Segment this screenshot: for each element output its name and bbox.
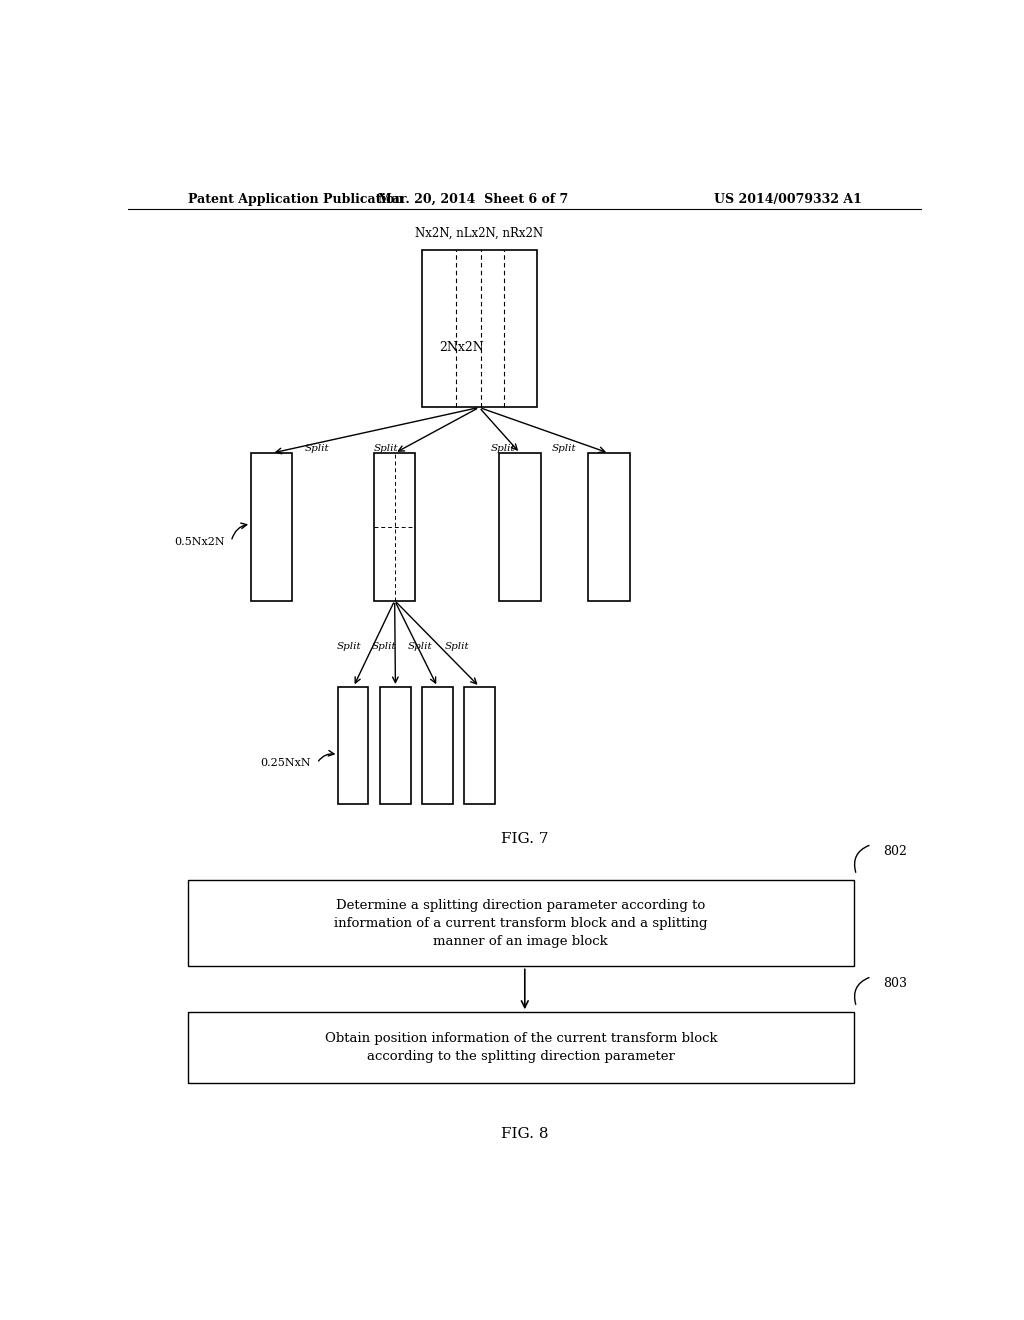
Text: Split: Split [444, 642, 469, 651]
Text: Determine a splitting direction parameter according to
information of a current : Determine a splitting direction paramete… [334, 899, 708, 948]
Text: Split: Split [551, 444, 575, 453]
Text: Split: Split [304, 444, 329, 453]
Text: Split: Split [372, 642, 396, 651]
Text: 0.25NxN: 0.25NxN [260, 758, 310, 768]
Text: Split: Split [490, 444, 515, 453]
Text: Split: Split [336, 642, 360, 651]
Text: US 2014/0079332 A1: US 2014/0079332 A1 [714, 193, 862, 206]
Text: Obtain position information of the current transform block
according to the spli: Obtain position information of the curre… [325, 1032, 717, 1063]
FancyBboxPatch shape [500, 453, 541, 601]
FancyBboxPatch shape [187, 1012, 854, 1084]
FancyBboxPatch shape [374, 453, 416, 601]
Text: Split: Split [374, 444, 398, 453]
FancyBboxPatch shape [380, 686, 411, 804]
Text: Patent Application Publication: Patent Application Publication [187, 193, 403, 206]
Text: 802: 802 [884, 845, 907, 858]
Text: FIG. 7: FIG. 7 [501, 833, 549, 846]
FancyBboxPatch shape [251, 453, 292, 601]
FancyBboxPatch shape [422, 249, 537, 408]
FancyBboxPatch shape [338, 686, 369, 804]
Text: 803: 803 [884, 977, 907, 990]
FancyBboxPatch shape [465, 686, 495, 804]
Text: FIG. 8: FIG. 8 [501, 1127, 549, 1142]
Text: Nx2N, nLx2N, nRx2N: Nx2N, nLx2N, nRx2N [415, 227, 543, 240]
Text: 2Nx2N: 2Nx2N [439, 341, 484, 354]
FancyBboxPatch shape [423, 686, 453, 804]
Text: Split: Split [408, 642, 432, 651]
FancyBboxPatch shape [187, 880, 854, 966]
Text: Mar. 20, 2014  Sheet 6 of 7: Mar. 20, 2014 Sheet 6 of 7 [378, 193, 568, 206]
FancyBboxPatch shape [588, 453, 630, 601]
Text: 0.5Nx2N: 0.5Nx2N [174, 537, 225, 546]
